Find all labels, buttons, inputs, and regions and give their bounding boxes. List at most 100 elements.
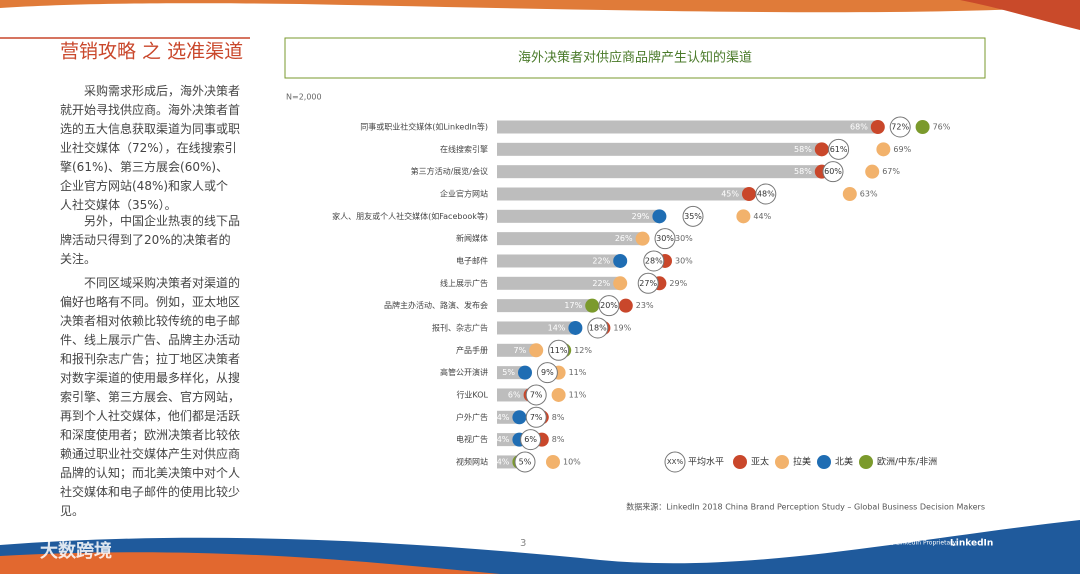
legend-swatch [775,455,789,469]
region-marker [736,209,751,224]
average-label: 27% [639,279,657,288]
value-label: 11% [569,368,587,377]
legend-sample: XX% [667,458,684,466]
average-marker [598,295,620,317]
region-marker [613,276,628,291]
value-label: 6% [508,390,521,399]
average-label: 9% [541,368,554,377]
average-marker [889,116,911,138]
value-label: 68% [850,123,868,132]
legend-label: 欧洲/中东/非洲 [877,456,937,468]
paragraph: 不同区域采购决策者对渠道的偏好也略有不同。例如，亚太地区决策者相对依赖比较传统的… [60,276,241,518]
value-label: 4% [497,413,510,422]
average-label: 7% [530,390,543,399]
category-label: 行业KOL [456,389,488,399]
value-label: 29% [669,279,687,288]
average-label: 60% [824,167,842,176]
value-label: 29% [632,212,650,221]
average-label: 72% [891,123,909,132]
value-label: 4% [497,457,510,466]
bottom-wave-accent [0,552,500,574]
top-wave [0,0,1080,13]
value-label: 12% [574,346,592,355]
chart-title: 海外决策者对供应商品牌产生认知的渠道 [518,50,752,66]
average-marker [520,429,542,451]
value-label: 58% [794,167,812,176]
value-label: 23% [636,301,654,310]
region-marker [842,186,857,201]
average-label: 18% [589,323,607,332]
value-label: 76% [933,123,951,132]
source: 数据来源：LinkedIn 2018 China Brand Perceptio… [626,502,985,512]
bar [497,254,621,268]
average-label: 6% [524,435,537,444]
value-label: 67% [882,167,900,176]
region-marker [814,142,829,157]
average-label: 7% [530,413,543,422]
category-label: 家人、朋友或个人社交媒体(如Facebook等) [332,211,488,221]
bar [497,276,621,290]
legend-label: 拉美 [793,456,811,468]
average-label: 28% [645,256,663,265]
region-marker [652,209,667,224]
value-label: 30% [675,256,693,265]
value-label: 22% [592,279,610,288]
value-label: 44% [753,212,771,221]
category-label: 电视广告 [456,434,488,444]
value-label: 8% [552,413,565,422]
category-label: 户外广告 [456,412,488,422]
category-label: 报刊、杂志广告 [432,322,488,332]
bar [497,366,525,380]
paragraph: 采购需求形成后，海外决策者就开始寻找供应商。海外决策者首选的五大信息获取渠道为同… [60,84,241,212]
category-label: 线上展示广告 [440,278,488,288]
average-label: 48% [757,189,775,198]
region-marker [613,253,628,268]
region-marker [742,186,756,201]
average-marker [514,451,536,473]
value-label: 14% [548,323,566,332]
title-box [284,37,986,79]
paragraph: 另外，中国企业热衷的线下品牌活动只得到了20%的决策者的关注。 [60,214,241,266]
value-label: 11% [569,390,587,399]
value-label: 30% [675,234,693,243]
legend-swatch [859,455,873,469]
category-label: 同事或职业社交媒体(如LinkedIn等) [360,122,488,132]
value-label: 58% [794,145,812,154]
region-marker [546,454,560,469]
category-label: 在线搜索引擎 [440,144,488,154]
value-label: 8% [552,435,565,444]
top-wave-accent [960,0,1080,30]
average-marker [828,138,850,160]
category-label: 电子邮件 [456,255,488,265]
watermark: 大数跨境 [40,540,112,562]
bar [497,388,531,402]
value-label: 17% [564,301,582,310]
legend-swatch [664,451,686,473]
footer-left: 领英专有 LinkedIn Proprietary [870,539,957,547]
average-marker [755,183,777,205]
region-marker [512,410,527,425]
region-marker [551,387,566,402]
average-label: 61% [830,145,848,154]
bar [497,120,878,134]
average-marker [536,362,558,384]
region-marker [529,343,544,358]
value-label: 69% [893,145,911,154]
legend-label: 平均水平 [688,456,724,468]
region-marker [568,320,583,335]
average-label: 35% [684,212,702,221]
category-label: 品牌主办活动、路演、发布会 [384,300,488,310]
region-marker [870,120,885,134]
region-marker [865,164,880,179]
region-marker [618,298,633,313]
value-label: 45% [721,189,739,198]
bar [497,343,537,357]
value-label: 22% [592,256,610,265]
average-marker [654,228,676,250]
bar [497,299,593,313]
region-marker [518,365,532,380]
value-label: 26% [615,234,633,243]
value-label: 4% [497,435,510,444]
value-label: 63% [860,189,878,198]
